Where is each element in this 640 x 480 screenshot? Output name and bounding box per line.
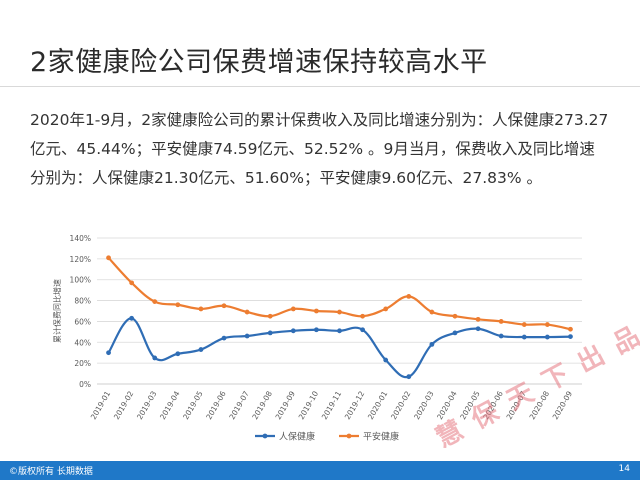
legend-label: 平安健康 [363,431,399,443]
copyright-text: ©版权所有 长期数据 [9,467,93,477]
x-tick-label: 2019-07 [227,389,251,421]
data-point [568,326,573,332]
x-tick-label: 2019-05 [181,389,205,421]
legend-marker [262,433,268,439]
data-point [267,313,273,319]
legend-marker [346,433,352,439]
data-point [244,309,250,315]
data-point [337,328,342,334]
data-point [521,322,527,327]
data-point [406,294,412,299]
legend-label: 人保健康 [279,431,315,443]
series-line [107,317,571,379]
y-axis: 0% 20% 40% 60% 80% 100% 120% 140% [70,234,91,389]
y-tick-label: 0% [79,380,91,389]
x-tick-label: 2019-03 [135,389,159,421]
x-tick-label: 2019-01 [89,389,113,421]
data-point [337,309,342,315]
data-point [568,334,573,340]
y-axis-label: 累计保费同比增速 [52,279,62,343]
data-point [129,280,135,286]
data-point [475,316,481,322]
y-tick-label: 140% [70,234,91,243]
x-tick-label: 2019-10 [297,389,321,421]
data-point [406,374,412,380]
data-point [452,330,458,336]
data-point [290,328,296,334]
data-point [429,341,435,347]
data-point [175,302,181,308]
data-point [267,330,273,336]
data-point [314,308,319,314]
x-tick-label: 2019-09 [274,389,298,421]
y-tick-label: 40% [74,338,91,347]
data-point [498,319,504,324]
y-tick-label: 20% [74,359,91,368]
data-point [429,309,435,315]
data-point [152,355,158,361]
x-tick-label: 2020-01 [366,389,390,421]
slide-title: 2家健康险公司保费增速保持较高水平 [30,47,488,78]
data-point [106,255,111,261]
x-tick-label: 2019-02 [112,389,136,421]
data-point [521,334,527,340]
data-point [383,306,389,312]
data-point [175,351,181,357]
title-divider [0,86,640,87]
data-point [498,333,504,339]
summary-paragraph: 2020年1-9月，2家健康险公司的累计保费收入及同比增速分别为：人保健康273… [30,111,609,187]
page-number: 14 [618,464,630,474]
data-point [360,313,365,319]
data-point [383,357,389,363]
data-point [452,313,458,319]
line-chart: 0%20%40%60%80%100%120%140% 2019-01 2019-0… [52,234,582,443]
data-point [129,315,135,321]
data-point [544,334,550,340]
data-point [314,327,319,333]
x-tick-label: 2019-12 [343,389,367,421]
x-tick-label: 2019-06 [204,389,228,421]
y-tick-label: 100% [70,276,91,285]
footer-bar: ©版权所有 长期数据 14 [0,461,640,480]
chart-gridlines [97,237,582,385]
series-line [107,257,571,331]
chart-legend: 人保健康 平安健康 [255,431,399,443]
data-point [152,299,158,305]
data-point [475,326,481,332]
data-point [360,327,365,333]
data-point [198,306,204,312]
x-tick-label: 2019-11 [320,389,344,421]
y-tick-label: 120% [70,255,91,264]
chart-series [106,255,573,380]
data-point [221,335,227,341]
data-point [244,333,250,339]
y-tick-label: 80% [74,297,91,306]
x-tick-label: 2019-08 [250,389,274,421]
y-tick-label: 60% [74,317,91,326]
data-point [221,303,227,309]
x-tick-label: 2020-03 [412,389,436,421]
x-tick-label: 2019-04 [158,389,182,421]
data-point [544,322,550,327]
data-point [290,306,296,312]
data-point [198,347,204,352]
data-point [106,350,111,356]
x-tick-label: 2020-02 [389,389,413,421]
